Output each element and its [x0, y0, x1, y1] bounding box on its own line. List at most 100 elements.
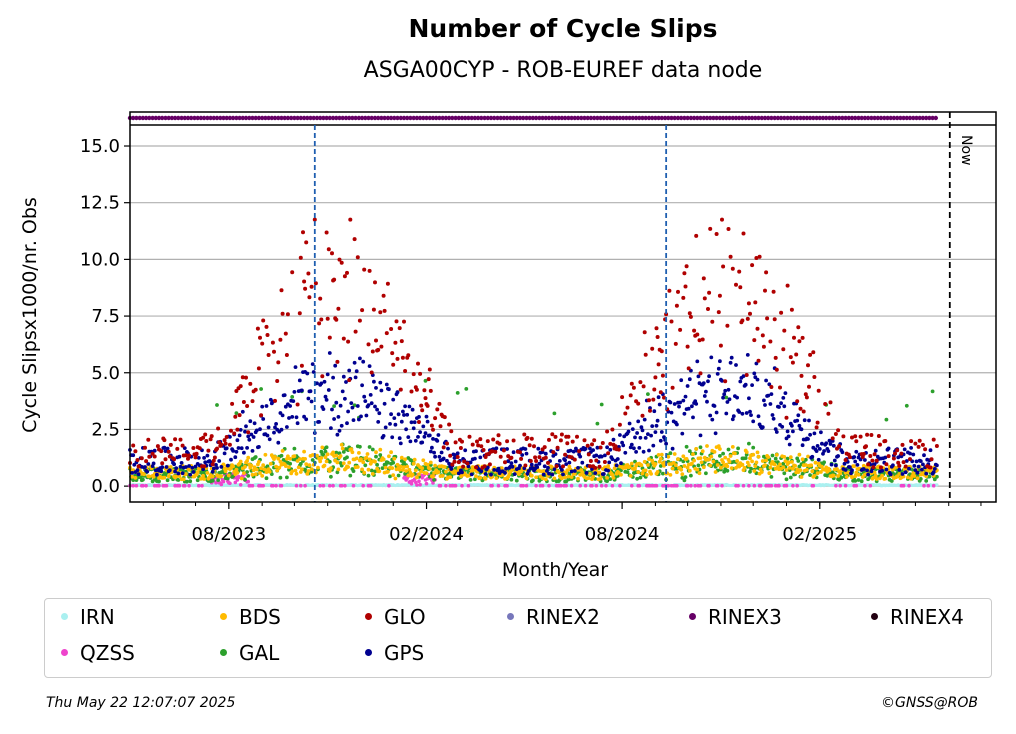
data-point-bds	[381, 457, 386, 462]
data-point-gal	[785, 456, 790, 461]
data-point-bds	[856, 472, 861, 477]
data-point-gps	[698, 433, 703, 438]
data-point-gps	[187, 464, 192, 468]
data-point-glo	[676, 289, 680, 294]
data-point-gps	[294, 415, 299, 420]
data-point-bds	[747, 463, 751, 468]
data-point-bds	[695, 467, 700, 472]
data-point-bds	[387, 454, 391, 459]
data-point-bds	[307, 463, 312, 468]
data-point-bds	[391, 473, 396, 477]
data-point-glo	[290, 270, 295, 275]
data-point-bds	[698, 456, 703, 460]
data-point-bds	[649, 472, 653, 476]
data-point-bds	[250, 472, 255, 477]
data-point-gps	[734, 363, 738, 367]
data-point-glo	[876, 434, 881, 438]
data-point-gps	[738, 379, 743, 384]
data-point-bds	[642, 459, 647, 464]
data-point-glo	[750, 263, 755, 268]
data-point-glo	[553, 434, 558, 439]
data-point-qzss	[418, 482, 422, 487]
data-point-gps	[512, 472, 517, 476]
data-point-glo	[760, 333, 765, 338]
data-point-bds	[361, 460, 366, 465]
data-point-gal	[210, 478, 215, 483]
data-point-bds	[142, 472, 146, 477]
data-point-glo	[901, 460, 906, 465]
data-point-gps	[441, 456, 446, 461]
data-point-gps	[706, 379, 710, 384]
data-point-gps	[352, 360, 357, 365]
data-point-bds	[788, 455, 793, 460]
data-point-gps	[416, 435, 420, 439]
data-point-glo	[238, 384, 243, 389]
legend-marker-icon	[365, 613, 372, 620]
data-point-glo	[569, 455, 574, 460]
data-point-glo	[394, 319, 399, 324]
data-point-gps	[431, 437, 435, 441]
legend-marker-icon	[220, 613, 227, 620]
data-point-gal	[658, 464, 663, 468]
data-point-glo	[250, 399, 255, 404]
data-point-gps	[224, 446, 229, 451]
data-point-bds	[835, 467, 839, 471]
data-point-glo	[419, 403, 424, 408]
data-point-gal	[552, 411, 557, 416]
data-point-gps	[474, 449, 478, 454]
data-point-gps	[850, 468, 854, 473]
data-point-bds	[778, 462, 782, 467]
data-point-gps	[305, 371, 310, 376]
data-point-gal	[605, 479, 609, 483]
data-point-gps	[640, 428, 645, 433]
data-point-gal	[370, 447, 375, 452]
data-point-glo	[503, 460, 507, 465]
data-point-bds	[300, 467, 304, 472]
data-point-bds	[370, 472, 375, 476]
data-point-gps	[912, 464, 917, 468]
data-point-bds	[335, 460, 340, 465]
data-point-gps	[721, 395, 725, 400]
data-point-bds	[721, 460, 725, 465]
data-point-gal	[698, 445, 703, 450]
data-point-glo	[330, 251, 334, 256]
data-point-gal	[932, 477, 937, 482]
data-point-glo	[891, 456, 896, 461]
data-point-bds	[718, 447, 722, 451]
data-point-gps	[603, 453, 607, 458]
data-point-gps	[384, 382, 389, 387]
data-point-gps	[334, 400, 339, 405]
data-point-glo	[779, 310, 784, 315]
data-point-glo	[461, 464, 466, 469]
data-point-gal	[298, 461, 303, 466]
data-point-gps	[291, 399, 296, 403]
data-point-gal	[369, 468, 374, 473]
legend-item-rinex4: RINEX4	[871, 605, 964, 629]
data-point-qzss	[791, 483, 795, 488]
data-point-qzss	[599, 483, 604, 488]
data-point-bds	[274, 464, 278, 469]
data-point-gps	[567, 460, 572, 465]
data-point-bds	[725, 464, 730, 469]
data-point-glo	[501, 448, 506, 453]
data-point-glo	[843, 458, 848, 462]
data-point-bds	[639, 463, 644, 468]
data-point-gps	[479, 469, 484, 474]
data-point-glo	[285, 312, 290, 317]
data-point-gps	[903, 470, 908, 475]
data-point-glo	[256, 366, 261, 371]
data-point-glo	[629, 381, 634, 386]
data-point-gal	[464, 387, 469, 391]
data-point-gal	[822, 460, 826, 465]
data-point-glo	[304, 240, 309, 245]
data-point-gps	[340, 389, 345, 394]
data-point-gps	[715, 372, 720, 376]
data-point-glo	[529, 436, 534, 441]
data-point-glo	[685, 344, 690, 349]
data-point-glo	[523, 463, 528, 468]
data-point-gal	[409, 458, 414, 463]
data-point-bds	[752, 469, 757, 473]
data-point-gps	[382, 401, 387, 406]
data-point-bds	[305, 472, 310, 476]
data-point-glo	[899, 451, 904, 456]
